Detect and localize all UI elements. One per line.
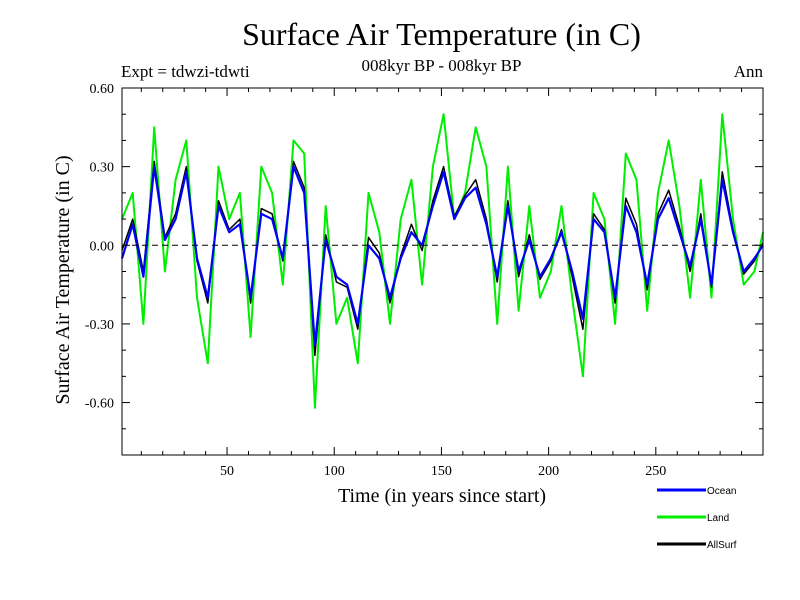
tick-layer: 50 100 150 200 250 0.60 0.30 0.00 -0.30 -0.60	[85, 82, 763, 479]
legend-label-ocean: Ocean	[707, 486, 736, 497]
season-label: Ann	[733, 62, 763, 81]
x-axis-label: Time (in years since start)	[337, 485, 547, 507]
series-line-ocean	[120, 165, 764, 346]
series-layer	[120, 113, 764, 409]
x-tick-label: 150	[431, 464, 452, 479]
chart-title: Surface Air Temperature (in C)	[242, 16, 641, 52]
series-line-land	[121, 113, 764, 409]
x-tick-label: 100	[324, 464, 345, 479]
plot-frame	[121, 87, 764, 456]
legend-label-allsurf: AllSurf	[707, 540, 737, 551]
y-tick-label: -0.60	[85, 397, 114, 412]
chart-subtitle: 008kyr BP - 008kyr BP	[361, 56, 522, 75]
legend-label-land: Land	[707, 513, 729, 524]
y-tick-label: 0.60	[90, 82, 115, 97]
y-tick-label: 0.00	[90, 239, 115, 254]
y-axis-label: Surface Air Temperature (in C)	[52, 155, 74, 405]
x-tick-label: 50	[220, 464, 234, 479]
x-tick-label: 250	[645, 464, 666, 479]
x-tick-label: 200	[538, 464, 559, 479]
y-tick-label: -0.30	[85, 318, 114, 333]
y-tick-label: 0.30	[90, 161, 115, 176]
legend: Ocean Land AllSurf	[657, 486, 737, 551]
experiment-label: Expt = tdwzi-tdwti	[121, 62, 250, 81]
